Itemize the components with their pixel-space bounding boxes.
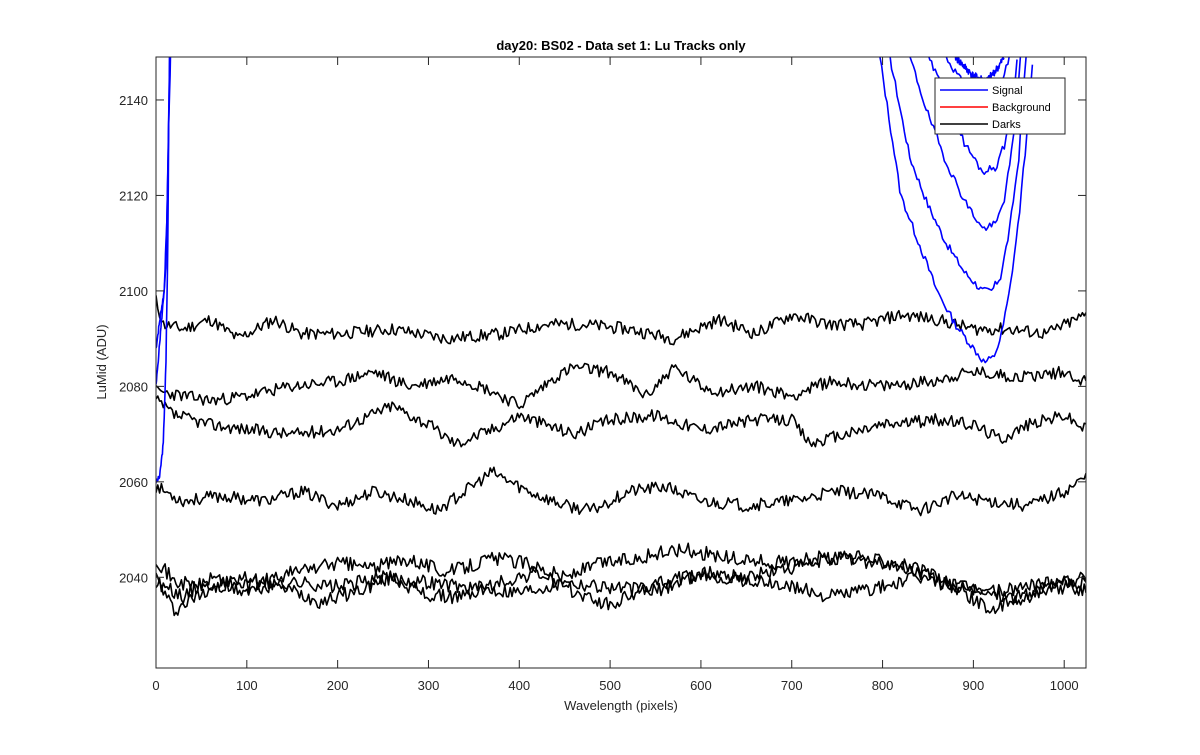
axes-box: [155, 56, 1087, 669]
x-tick-label: 200: [327, 678, 349, 693]
darks-series-line: [156, 295, 1086, 346]
y-ticks: 2040 2060 2080 2100 2120 2140: [119, 93, 1086, 585]
signal-series-line: [156, 57, 171, 484]
signal-series-line: [156, 57, 172, 349]
x-tick-label: 100: [236, 678, 258, 693]
signal-series-line: [879, 57, 1034, 364]
darks-series-line: [156, 566, 1086, 617]
x-tick-label: 900: [963, 678, 985, 693]
x-tick-label: 300: [418, 678, 440, 693]
y-tick-label: 2040: [119, 570, 148, 585]
darks-series-line: [156, 362, 1086, 410]
x-tick-label: 0: [152, 678, 159, 693]
legend-background-label: Background: [992, 102, 1051, 114]
darks-series-line: [156, 395, 1086, 448]
y-tick-label: 2140: [119, 93, 148, 108]
y-tick-label: 2120: [119, 188, 148, 203]
legend-darks-label: Darks: [992, 119, 1021, 131]
y-tick-label: 2060: [119, 475, 148, 490]
legend: Signal Background Darks: [934, 77, 1066, 135]
x-axis-label: Wavelength (pixels): [564, 698, 678, 713]
y-axis-label: LuMid (ADU): [94, 324, 109, 399]
x-tick-label: 1000: [1050, 678, 1079, 693]
y-tick-label: 2100: [119, 284, 148, 299]
legend-signal-label: Signal: [992, 85, 1023, 97]
x-tick-label: 600: [690, 678, 712, 693]
x-tick-label: 800: [872, 678, 894, 693]
signal-series-line: [889, 57, 1027, 291]
y-tick-label: 2080: [119, 379, 148, 394]
series-layer: [156, 57, 1086, 617]
darks-series-line: [156, 466, 1086, 517]
x-tick-label: 500: [599, 678, 621, 693]
darks-series-line: [156, 542, 1086, 605]
x-tick-label: 400: [508, 678, 530, 693]
chart-title: day20: BS02 - Data set 1: Lu Tracks only: [496, 38, 746, 53]
x-tick-label: 700: [781, 678, 803, 693]
x-ticks: 0 100 200 300 400 500 600 700 800 900 1000: [152, 57, 1079, 693]
signal-series-line: [909, 57, 1022, 231]
